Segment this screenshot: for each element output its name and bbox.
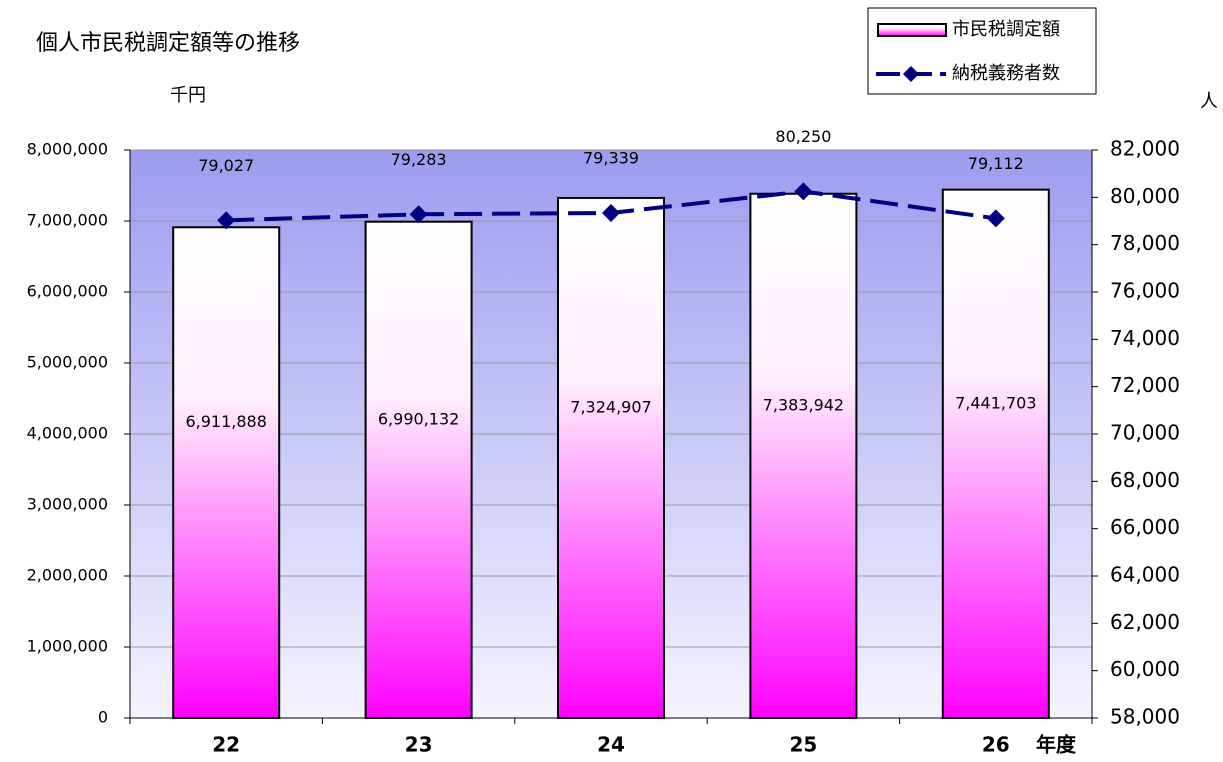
y2-axis-label: 人 [1200, 91, 1218, 112]
x-tick-label: 25 [789, 733, 817, 757]
y-tick-label: 7,000,000 [27, 211, 108, 230]
bar-value-label: 7,441,703 [955, 393, 1036, 412]
legend-swatch [903, 66, 919, 82]
bar [941, 188, 1050, 719]
line-marker [217, 211, 236, 230]
x-tick-label: 24 [597, 733, 625, 757]
line-value-label: 80,250 [775, 127, 831, 146]
chart-title: 個人市民税調定額等の推移 [36, 31, 300, 56]
y2-tick-label: 62,000 [1110, 610, 1180, 634]
line-value-label: 79,339 [583, 148, 639, 167]
bar-value-label: 7,324,907 [570, 397, 651, 416]
y2-tick-label: 58,000 [1110, 705, 1180, 729]
legend-swatch [877, 23, 947, 37]
y-tick-label: 2,000,000 [27, 566, 108, 585]
y2-tick-label: 76,000 [1110, 279, 1180, 303]
y-tick-label: 8,000,000 [27, 140, 108, 159]
y-tick-label: 1,000,000 [27, 637, 108, 656]
y-tick-label: 5,000,000 [27, 353, 108, 372]
bar [364, 220, 473, 719]
y-axis-label: 千円 [170, 85, 206, 106]
legend [867, 7, 1097, 95]
x-tick-label: 22 [212, 733, 240, 757]
line-value-label: 79,027 [198, 156, 254, 175]
legend-label: 納税義務者数 [952, 63, 1060, 84]
y2-tick-label: 60,000 [1110, 657, 1180, 681]
bar-value-label: 7,383,942 [763, 395, 844, 414]
line-marker [986, 209, 1005, 228]
y-tick-label: 0 [98, 708, 108, 727]
y2-tick-label: 66,000 [1110, 515, 1180, 539]
y2-tick-label: 70,000 [1110, 421, 1180, 445]
line-marker [409, 205, 428, 224]
bar-value-label: 6,911,888 [185, 412, 266, 431]
y2-tick-label: 78,000 [1110, 231, 1180, 255]
bar [172, 226, 281, 719]
bar [749, 192, 858, 719]
y-tick-label: 4,000,000 [27, 424, 108, 443]
x-tick-label: 23 [405, 733, 433, 757]
bar [557, 196, 665, 720]
bar-value-label: 6,990,132 [378, 409, 459, 428]
x-tick-label: 26 [982, 733, 1010, 757]
line-marker [602, 203, 620, 222]
y-tick-label: 3,000,000 [27, 495, 108, 514]
y2-tick-label: 80,000 [1110, 184, 1180, 208]
y2-tick-label: 68,000 [1110, 468, 1180, 492]
y-tick-label: 6,000,000 [27, 282, 108, 301]
y2-tick-label: 64,000 [1110, 563, 1180, 587]
line-value-label: 79,112 [968, 154, 1024, 173]
line-marker [794, 182, 813, 201]
legend-label: 市民税調定額 [952, 19, 1060, 40]
y2-tick-label: 74,000 [1110, 326, 1180, 350]
line-value-label: 79,283 [391, 150, 447, 169]
x-axis-label: 年度 [1036, 733, 1077, 757]
y2-tick-label: 72,000 [1110, 373, 1180, 397]
y2-tick-label: 82,000 [1110, 137, 1180, 161]
